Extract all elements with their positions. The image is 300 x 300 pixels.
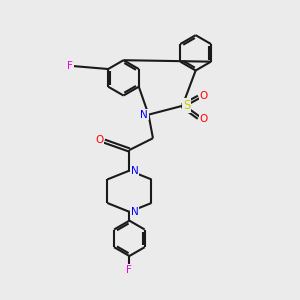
Text: N: N: [131, 207, 139, 217]
Text: S: S: [183, 99, 190, 112]
Text: O: O: [200, 91, 208, 100]
Text: O: O: [95, 135, 103, 145]
Text: N: N: [140, 110, 148, 120]
Text: N: N: [131, 166, 139, 176]
Text: F: F: [127, 265, 132, 275]
Text: F: F: [67, 61, 73, 71]
Text: O: O: [200, 114, 208, 124]
